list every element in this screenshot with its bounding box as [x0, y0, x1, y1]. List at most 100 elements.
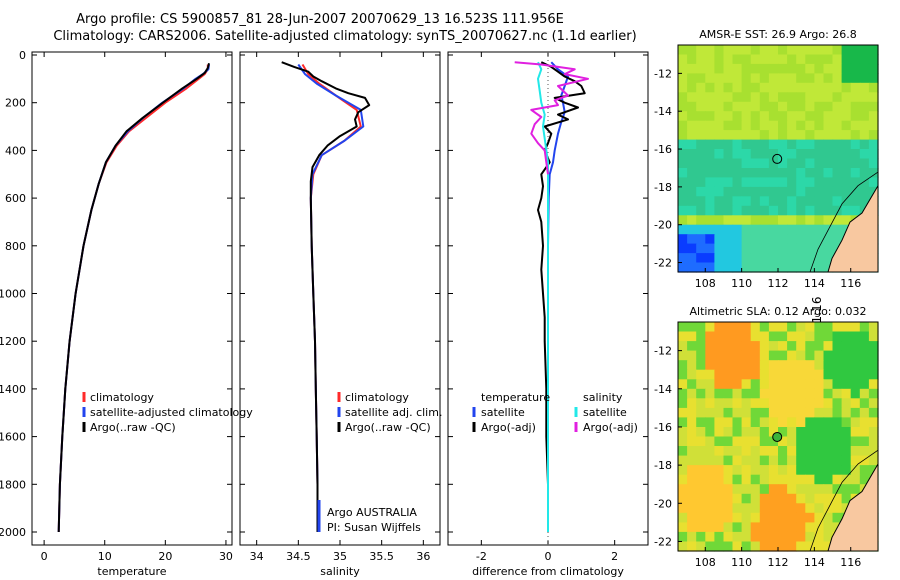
field-cell [696, 54, 706, 65]
field-cell [768, 427, 779, 438]
field-cell [759, 234, 770, 245]
field-cell [850, 149, 861, 160]
field-cell [832, 149, 843, 160]
field-cell [750, 484, 761, 495]
field-cell [678, 350, 688, 361]
field-cell [823, 253, 834, 264]
field-cell [778, 111, 788, 122]
field-cell [741, 224, 752, 235]
field-cell [732, 177, 743, 188]
field-cell [678, 243, 688, 254]
field-cell [723, 379, 734, 390]
field-cell [696, 455, 706, 466]
field-cell [832, 45, 843, 56]
field-cell [823, 92, 834, 103]
field-cell [768, 436, 779, 447]
field-cell [868, 139, 879, 150]
field-cell [723, 158, 734, 169]
field-cell [732, 465, 743, 476]
field-cell [814, 531, 825, 542]
field-cell [841, 196, 852, 207]
field-cell [787, 224, 797, 235]
field-cell [787, 149, 797, 160]
field-cell [750, 512, 761, 523]
field-cell [787, 130, 797, 141]
field-cell [696, 331, 706, 342]
field-cell [678, 446, 688, 457]
field-cell [750, 130, 761, 141]
field-cell [741, 407, 752, 418]
field-cell [787, 139, 797, 150]
field-cell [741, 130, 752, 141]
field-cell [814, 388, 825, 399]
field-cell [714, 398, 725, 409]
field-cell [868, 455, 879, 466]
field-cell [732, 398, 743, 409]
field-cell [850, 322, 861, 333]
field-cell [732, 446, 743, 457]
field-cell [750, 455, 761, 466]
field-cell [805, 360, 815, 371]
field-cell [741, 503, 752, 514]
field-cell [787, 215, 797, 226]
field-cell [859, 63, 870, 74]
field-cell [732, 205, 743, 216]
field-cell [778, 541, 788, 552]
field-cell [705, 243, 715, 254]
field-cell [759, 54, 770, 65]
field-cell [859, 436, 870, 447]
field-cell [759, 186, 770, 197]
field-cell [723, 493, 734, 504]
field-cell [750, 531, 761, 542]
field-cell [714, 503, 725, 514]
field-cell [759, 512, 770, 523]
field-cell [796, 73, 806, 84]
field-cell [678, 92, 688, 103]
y-tick-label: 0 [19, 49, 26, 62]
field-cell [823, 149, 834, 160]
field-cell [814, 139, 825, 150]
field-cell [768, 224, 779, 235]
x-tick-label: 114 [804, 556, 825, 569]
field-cell [832, 465, 843, 476]
field-cell [805, 541, 815, 552]
field-cell [841, 139, 852, 150]
field-cell [705, 341, 715, 352]
field-cell [832, 360, 843, 371]
field-cell [687, 101, 697, 112]
field-cell [723, 92, 734, 103]
field-cell [687, 63, 697, 74]
annotation-text: Argo AUSTRALIA [327, 506, 417, 519]
field-cell [750, 360, 761, 371]
field-cell [768, 130, 779, 141]
field-cell [723, 503, 734, 514]
field-cell [805, 101, 815, 112]
field-cell [741, 205, 752, 216]
field-cell [759, 168, 770, 179]
field-cell [696, 120, 706, 131]
field-cell [859, 388, 870, 399]
field-cell [750, 177, 761, 188]
field-cell [714, 522, 725, 533]
x-tick-label: 110 [731, 556, 752, 569]
field-cell [714, 45, 725, 56]
field-cell [778, 341, 788, 352]
field-cell [741, 262, 752, 273]
field-cell [714, 322, 725, 333]
field-cell [778, 512, 788, 523]
field-cell [832, 63, 843, 74]
field-cell [714, 493, 725, 504]
field-cell [705, 474, 715, 485]
field-cell [732, 369, 743, 380]
field-cell [759, 455, 770, 466]
field-cell [796, 379, 806, 390]
field-cell [687, 541, 697, 552]
field-cell [687, 331, 697, 342]
legend-heading: temperature [481, 391, 550, 404]
field-cell [687, 92, 697, 103]
field-cell [814, 130, 825, 141]
field-cell [750, 341, 761, 352]
field-cell [787, 243, 797, 254]
field-cell [759, 215, 770, 226]
field-cell [814, 196, 825, 207]
